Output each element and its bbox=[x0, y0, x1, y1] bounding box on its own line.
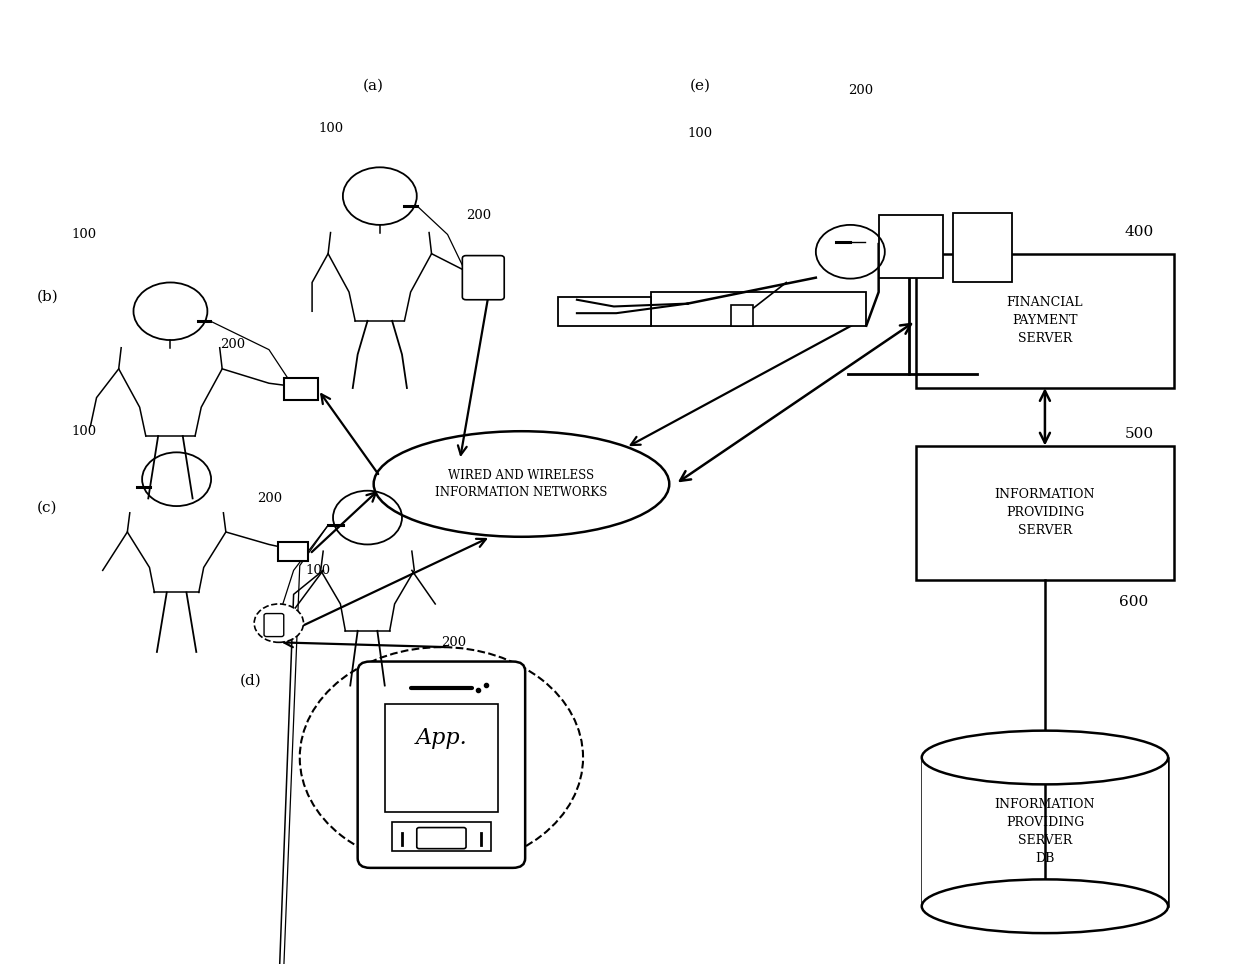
FancyBboxPatch shape bbox=[730, 305, 753, 325]
Text: (c): (c) bbox=[37, 501, 57, 515]
FancyBboxPatch shape bbox=[278, 541, 309, 560]
Bar bbox=[921, 758, 1168, 906]
Text: 200: 200 bbox=[257, 492, 281, 505]
Text: 200: 200 bbox=[848, 84, 873, 97]
FancyBboxPatch shape bbox=[952, 213, 1012, 283]
Text: 200: 200 bbox=[441, 636, 466, 649]
Ellipse shape bbox=[921, 731, 1168, 784]
FancyBboxPatch shape bbox=[357, 661, 526, 868]
Text: 100: 100 bbox=[306, 564, 331, 577]
FancyBboxPatch shape bbox=[284, 378, 319, 400]
Text: 100: 100 bbox=[72, 425, 97, 438]
Text: App.: App. bbox=[415, 727, 467, 749]
Ellipse shape bbox=[921, 879, 1168, 933]
FancyBboxPatch shape bbox=[558, 297, 651, 325]
Text: 100: 100 bbox=[319, 122, 343, 136]
Text: (d): (d) bbox=[239, 674, 262, 687]
Text: 600: 600 bbox=[1118, 594, 1148, 609]
Text: 100: 100 bbox=[72, 228, 97, 241]
FancyBboxPatch shape bbox=[915, 445, 1174, 580]
FancyBboxPatch shape bbox=[384, 704, 498, 812]
Text: (a): (a) bbox=[363, 78, 384, 93]
Ellipse shape bbox=[373, 431, 670, 537]
FancyBboxPatch shape bbox=[915, 254, 1174, 388]
Text: INFORMATION
PROVIDING
SERVER: INFORMATION PROVIDING SERVER bbox=[994, 488, 1095, 537]
Text: (e): (e) bbox=[689, 78, 711, 93]
Text: (b): (b) bbox=[36, 289, 58, 304]
Circle shape bbox=[254, 604, 304, 643]
Text: INFORMATION
PROVIDING
SERVER
DB: INFORMATION PROVIDING SERVER DB bbox=[994, 799, 1095, 865]
Text: 200: 200 bbox=[219, 339, 244, 351]
Text: 500: 500 bbox=[1125, 427, 1154, 440]
Text: WIRED AND WIRELESS
INFORMATION NETWORKS: WIRED AND WIRELESS INFORMATION NETWORKS bbox=[435, 469, 608, 499]
FancyBboxPatch shape bbox=[879, 215, 942, 278]
Text: 100: 100 bbox=[688, 127, 713, 140]
Text: 400: 400 bbox=[1125, 226, 1154, 239]
Circle shape bbox=[300, 648, 583, 868]
Text: 200: 200 bbox=[466, 209, 491, 222]
FancyBboxPatch shape bbox=[651, 292, 867, 325]
Text: FINANCIAL
PAYMENT
SERVER: FINANCIAL PAYMENT SERVER bbox=[1007, 296, 1084, 346]
FancyBboxPatch shape bbox=[463, 256, 505, 300]
FancyBboxPatch shape bbox=[264, 614, 284, 637]
